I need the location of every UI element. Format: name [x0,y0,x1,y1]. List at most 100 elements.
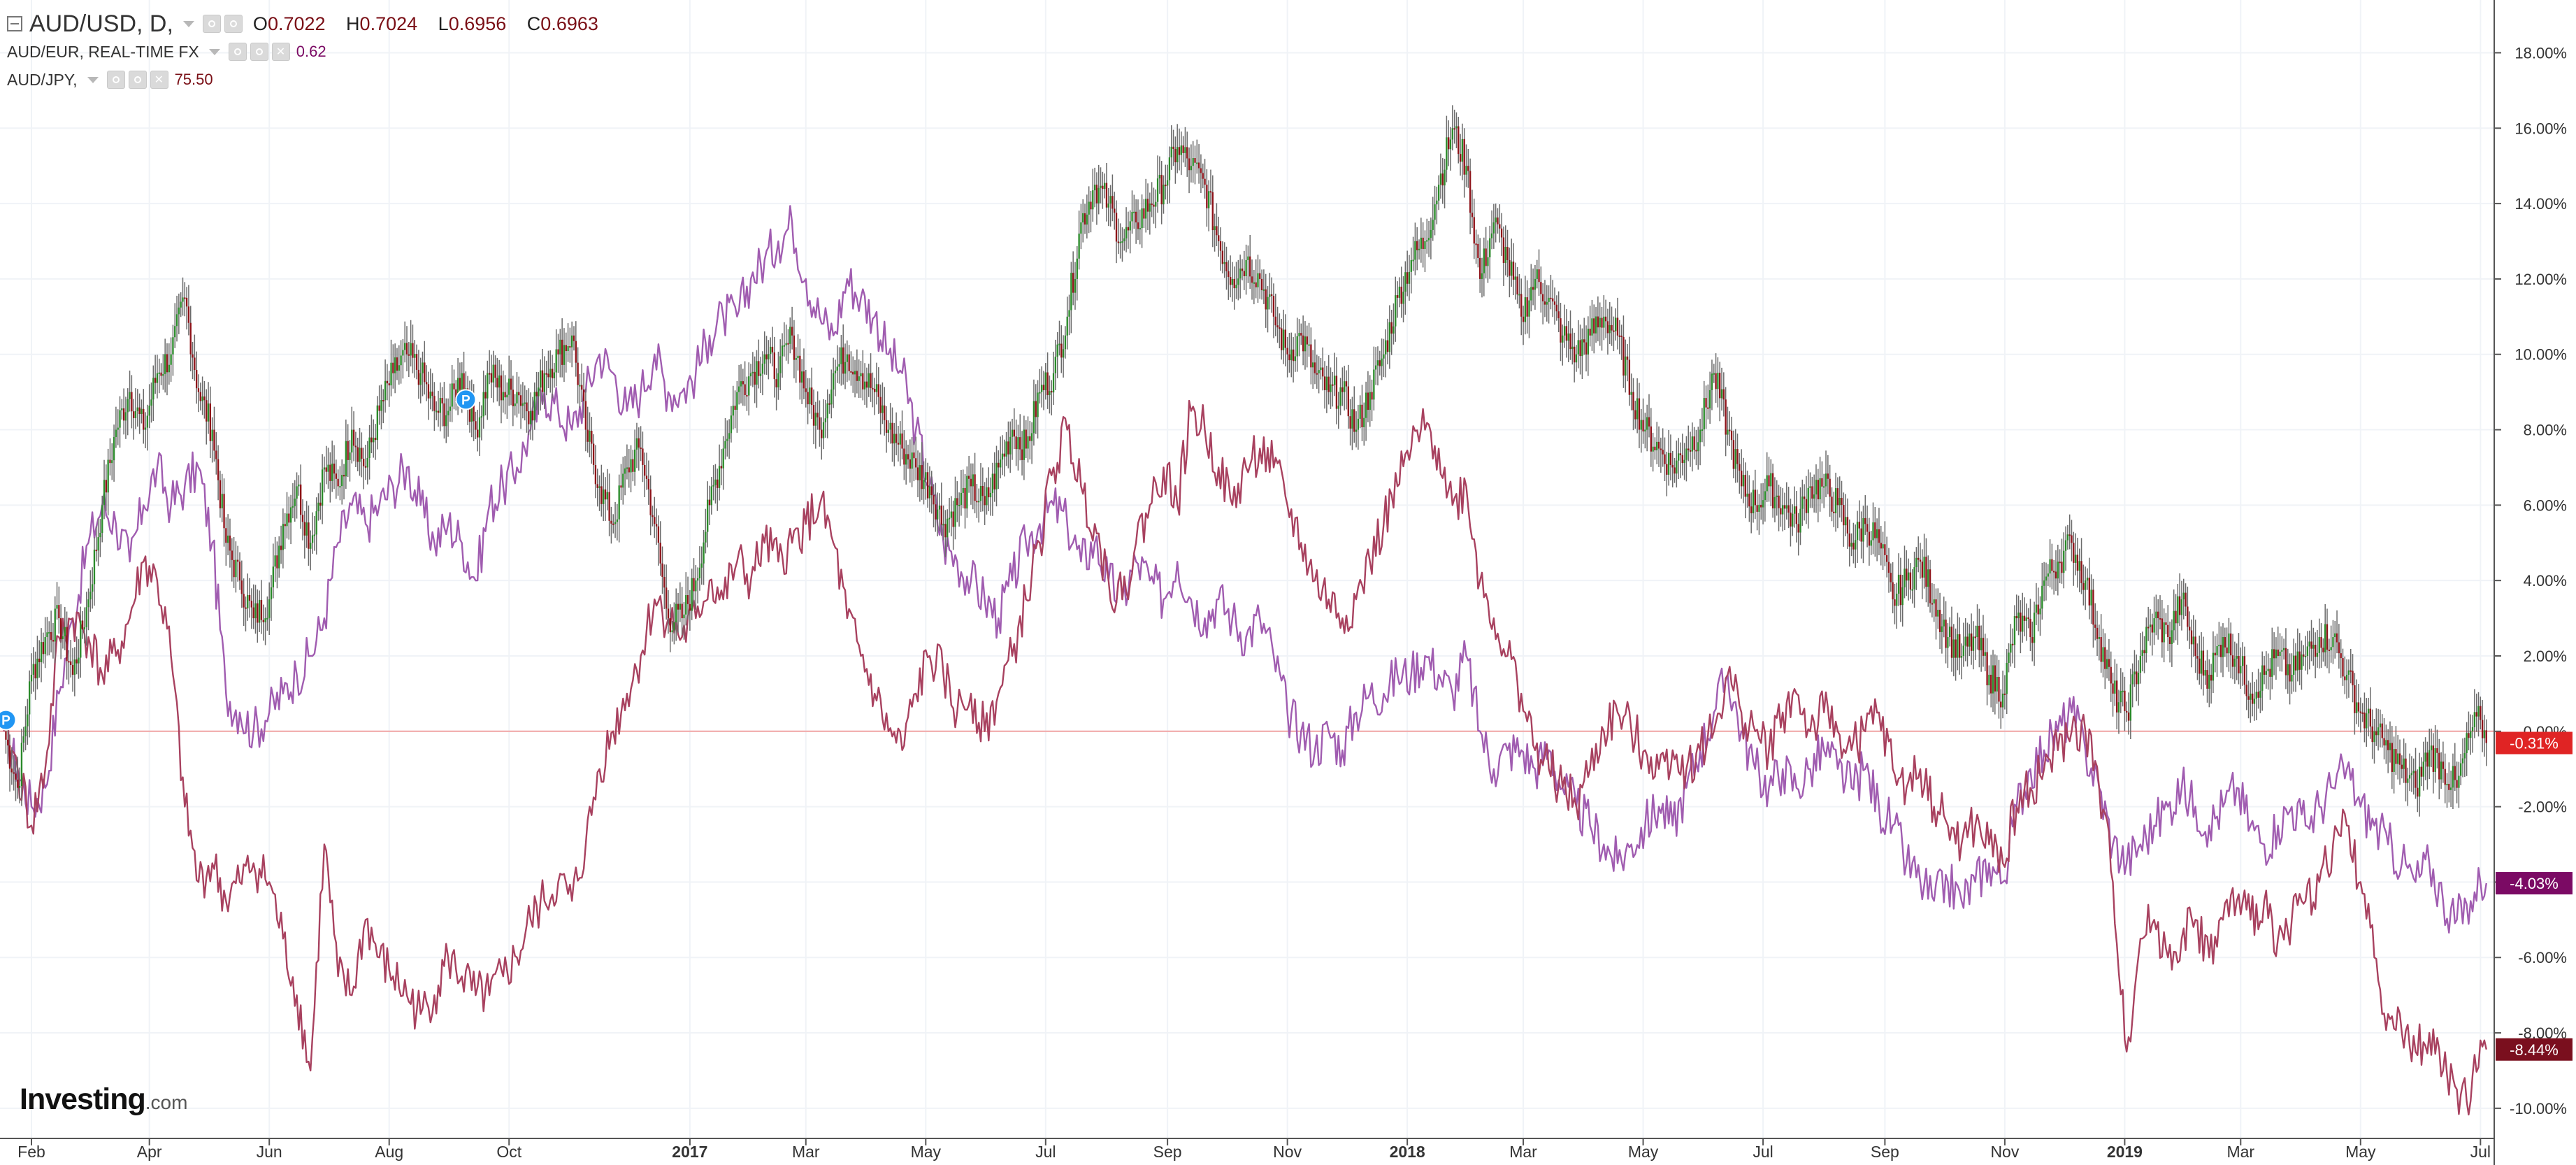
candle-body [2342,658,2344,677]
visibility-icon[interactable] [106,71,125,89]
open-label: O [252,13,268,34]
candle-body [276,555,278,569]
candle-body [693,578,695,592]
candle-body [1182,145,1184,153]
candle-body [1467,166,1469,171]
candle-body [887,429,890,433]
candle-body [380,400,382,411]
candle-body [1882,544,1884,549]
candle-body [1878,529,1880,543]
candle-body [1697,442,1699,452]
candle-body [390,362,392,386]
candle-body [2226,647,2228,654]
remove-close-icon[interactable] [271,43,290,61]
open-value: 0.7022 [267,13,326,34]
candle-body [1856,522,1859,541]
remove-close-icon[interactable] [150,71,168,89]
candle-body [146,415,149,428]
candle-body [2180,599,2183,615]
candle-body [2104,647,2106,669]
candle-body [935,504,937,520]
candle-body [758,361,760,376]
candle-body [1677,453,1680,461]
candle-body [192,354,194,358]
candle-body [2064,540,2067,551]
candle-body [1530,287,1532,301]
collapse-legend-icon[interactable] [7,16,22,31]
candle-body [1339,387,1341,406]
candle-body [705,531,707,543]
candle-body [718,466,721,488]
candle-body [78,657,80,664]
candle-body [962,487,964,493]
close-label: C [526,13,541,34]
candle-body [2219,645,2222,657]
candle-body [738,386,740,392]
candle-body [571,335,573,348]
candle-body [2092,589,2094,625]
candle-body [459,378,461,390]
candle-body [2255,692,2257,699]
candle-body [2122,690,2124,692]
candle-body [1666,464,1668,475]
candle-body [1160,175,1163,205]
candle-body [712,485,714,487]
candle-body [2129,684,2132,721]
x-tick-label: Mar [1509,1143,1537,1161]
candle-body [1864,517,1866,524]
candle-body [2422,762,2424,777]
main-symbol-label: AUD/USD, D, [29,10,173,37]
chevron-down-icon[interactable] [87,76,99,83]
candle-body [1365,392,1367,418]
candle-body [50,631,52,641]
candle-body [1027,436,1029,449]
candle-body [1950,627,1953,658]
candle-body [1427,238,1430,241]
candle-body [521,403,524,406]
candle-body [1129,221,1131,231]
candle-body [981,485,984,496]
candle-body [1163,185,1165,205]
candle-body [2053,571,2055,573]
candle-body [1141,208,1143,229]
chevron-down-icon[interactable] [182,20,194,27]
settings-gear-icon[interactable] [128,71,147,89]
candle-body [2233,658,2236,667]
candle-body [1652,446,1654,452]
candle-body [1974,636,1976,638]
candle-body [1764,491,1766,501]
candle-body [1406,272,1409,284]
candle-body [203,396,206,401]
candle-body [698,567,701,578]
candle-body [1333,376,1336,385]
candle-body [1253,282,1255,284]
candle-body [1349,416,1351,429]
chevron-down-icon[interactable] [208,48,220,55]
candle-body [2366,713,2368,729]
candle-body [2161,618,2164,643]
settings-gear-icon[interactable] [250,43,268,61]
visibility-icon[interactable] [228,43,247,61]
candle-body [1626,356,1629,360]
candle-body [1381,358,1383,366]
candle-body [989,492,992,498]
visibility-icon[interactable] [202,15,221,33]
candle-body [1907,572,1910,581]
candle-body [1834,488,1837,513]
candle-body [333,463,336,474]
settings-gear-icon[interactable] [224,15,243,33]
candle-body [292,506,294,508]
candle-body [1708,389,1711,409]
candle-body [1357,418,1360,430]
candle-body [1754,489,1756,506]
candle-body [1634,410,1636,420]
candle-body [510,378,512,390]
candle-body [2117,702,2120,713]
candle-body [1870,540,1872,546]
candle-body [1695,450,1697,452]
candle-body [1858,522,1861,529]
candle-body [2454,766,2456,780]
candle-body [1952,639,1955,658]
candle-body [769,346,772,355]
